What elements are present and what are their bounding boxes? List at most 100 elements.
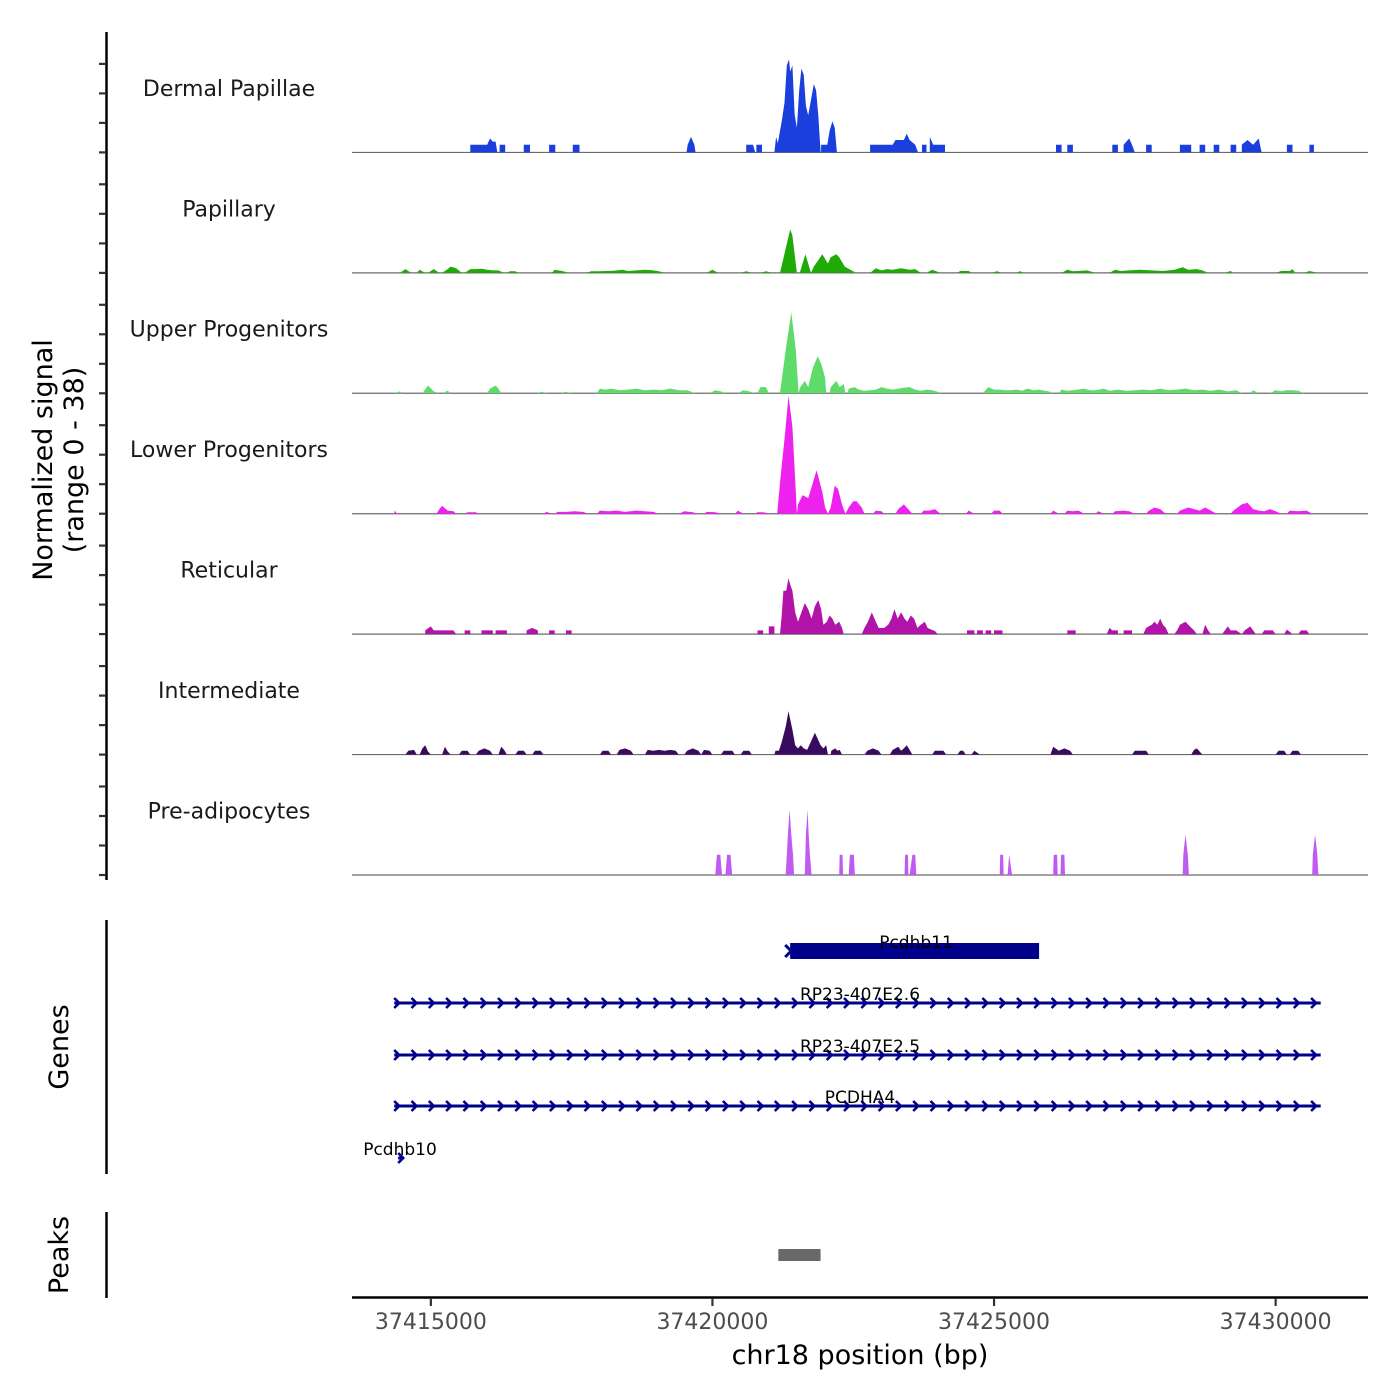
strand-arrow xyxy=(1085,997,1094,1009)
gene-label: Pcdhb11 xyxy=(879,933,953,953)
strand-arrow xyxy=(773,997,782,1009)
strand-arrow xyxy=(1275,997,1284,1009)
x-tick-label: 37430000 xyxy=(1220,1310,1332,1335)
strand-arrow xyxy=(998,1100,1007,1112)
strand-arrow xyxy=(860,1049,869,1061)
strand-arrow xyxy=(1206,1100,1215,1112)
strand-arrow xyxy=(1171,1100,1180,1112)
track-dermal-papillae: Dermal Papillae xyxy=(143,59,1368,154)
strand-arrow xyxy=(1050,1049,1059,1061)
strand-arrow xyxy=(1171,997,1180,1009)
strand-arrow xyxy=(652,1049,661,1061)
strand-arrow xyxy=(981,1100,990,1112)
gene-label: Pcdhb10 xyxy=(363,1140,437,1160)
strand-arrow xyxy=(894,1100,903,1112)
strand-arrow xyxy=(860,1100,869,1112)
strand-arrow xyxy=(981,1049,990,1061)
strand-arrow xyxy=(1189,997,1197,1009)
gene-label: PCDHA4 xyxy=(825,1088,895,1108)
strand-arrow xyxy=(756,1049,765,1061)
strand-arrow xyxy=(1171,1049,1180,1061)
strand-arrow xyxy=(1033,997,1042,1009)
strand-arrow xyxy=(912,997,921,1009)
strand-arrow xyxy=(791,1049,799,1061)
strand-arrow xyxy=(583,1100,592,1112)
strand-arrow xyxy=(1154,1100,1163,1112)
gene-exon xyxy=(790,943,1040,959)
strand-arrow xyxy=(843,1100,851,1112)
strand-arrow xyxy=(548,1100,557,1112)
coverage-area xyxy=(425,578,1310,635)
strand-arrow xyxy=(773,1049,782,1061)
strand-arrow xyxy=(1275,1049,1284,1061)
strand-arrow xyxy=(1050,997,1059,1009)
strand-arrow xyxy=(721,997,730,1009)
strand-arrow xyxy=(652,1100,661,1112)
gene-pcdhb10: Pcdhb10 xyxy=(363,1140,437,1164)
strand-arrow xyxy=(531,1100,540,1112)
strand-arrow xyxy=(964,997,972,1009)
genes-track-title: Genes xyxy=(44,1004,75,1089)
strand-arrow xyxy=(635,997,644,1009)
track-label: Papillary xyxy=(182,197,276,222)
strand-arrow xyxy=(1067,997,1076,1009)
strand-arrow xyxy=(860,997,869,1009)
x-tick-label: 37420000 xyxy=(656,1310,768,1335)
strand-arrow xyxy=(566,1049,575,1061)
strand-arrow xyxy=(1240,997,1249,1009)
strand-arrow xyxy=(1085,1100,1094,1112)
strand-arrow xyxy=(739,1049,748,1061)
strand-arrow xyxy=(929,997,938,1009)
strand-arrow xyxy=(756,997,765,1009)
strand-arrow xyxy=(514,1049,523,1061)
strand-arrow xyxy=(1137,997,1145,1009)
strand-arrow xyxy=(1223,1100,1232,1112)
track-label: Dermal Papillae xyxy=(143,77,315,102)
strand-arrow xyxy=(497,1100,505,1112)
strand-arrow xyxy=(1119,1100,1128,1112)
strand-arrow xyxy=(618,1049,626,1061)
strand-arrow xyxy=(479,1100,488,1112)
strand-arrow xyxy=(566,1100,575,1112)
y-axis-title: Normalized signal (range 0 - 38) xyxy=(28,339,90,581)
coverage-area xyxy=(399,229,1318,273)
x-axis-title: chr18 position (bp) xyxy=(732,1340,989,1371)
strand-arrow xyxy=(1206,1049,1215,1061)
strand-arrow xyxy=(462,997,471,1009)
gene-label: RP23-407E2.6 xyxy=(800,985,920,1005)
strand-arrow xyxy=(998,997,1007,1009)
strand-arrow xyxy=(964,1100,972,1112)
strand-arrow xyxy=(1275,1100,1284,1112)
strand-arrow xyxy=(600,997,609,1009)
strand-arrow xyxy=(1154,1049,1163,1061)
strand-arrow xyxy=(739,997,748,1009)
track-reticular: Reticular xyxy=(180,559,1368,635)
strand-arrow xyxy=(704,997,713,1009)
strand-arrow xyxy=(704,1049,713,1061)
strand-arrow xyxy=(721,1100,730,1112)
strand-arrow xyxy=(929,1049,938,1061)
strand-arrow xyxy=(1033,1049,1042,1061)
strand-arrow xyxy=(1050,1100,1059,1112)
strand-arrow xyxy=(1206,997,1215,1009)
strand-arrow xyxy=(1292,1100,1301,1112)
track-label: Intermediate xyxy=(158,679,300,704)
track-papillary: Papillary xyxy=(182,197,1368,274)
strand-arrow xyxy=(929,1100,938,1112)
coverage-y-axis xyxy=(99,32,108,880)
strand-arrow xyxy=(894,997,903,1009)
strand-arrow xyxy=(1033,1100,1042,1112)
strand-arrow xyxy=(756,1100,765,1112)
strand-arrow xyxy=(427,997,436,1009)
strand-arrow xyxy=(479,1049,488,1061)
strand-arrow xyxy=(687,997,696,1009)
strand-arrow xyxy=(791,997,799,1009)
strand-arrow xyxy=(427,1049,436,1061)
track-intermediate: Intermediate xyxy=(158,679,1368,756)
gene-rp23-407e2-6: RP23-407E2.6 xyxy=(393,985,1321,1009)
coverage-tracks: Dermal Papillae Papillary Upper Progenitor… xyxy=(130,59,1368,876)
gene-label: RP23-407E2.5 xyxy=(800,1037,920,1057)
x-tick-label: 37425000 xyxy=(938,1310,1050,1335)
strand-arrow xyxy=(1119,1049,1128,1061)
track-upper-progenitors: Upper Progenitors xyxy=(130,312,1368,394)
